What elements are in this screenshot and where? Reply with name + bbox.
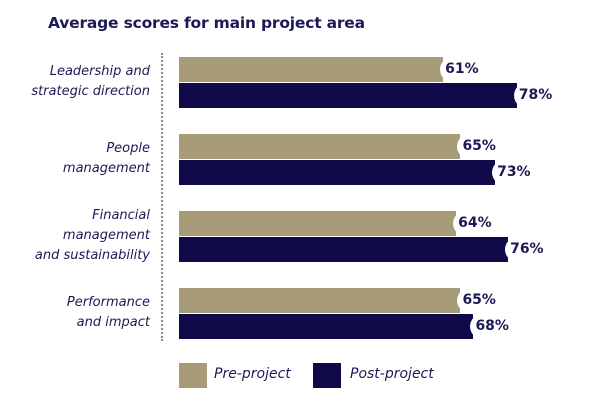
bar-pre-project bbox=[179, 134, 461, 159]
data-label: 64% bbox=[453, 211, 496, 236]
bar-post-project bbox=[179, 314, 474, 339]
category-axis-line bbox=[161, 53, 163, 341]
data-label: 65% bbox=[457, 288, 500, 313]
data-label: 76% bbox=[505, 237, 548, 262]
category-label: Leadership and strategic direction bbox=[0, 62, 150, 102]
category-label: People management bbox=[0, 139, 150, 179]
data-label: 78% bbox=[513, 83, 557, 108]
category-label-line: and impact bbox=[76, 315, 150, 330]
category-label-line: management bbox=[62, 161, 150, 176]
legend-swatch-pre-project bbox=[179, 363, 207, 388]
category-label-line: and sustainability bbox=[34, 248, 150, 263]
bar-pre-project bbox=[179, 288, 461, 313]
category-label: Financial management and sustainability bbox=[0, 206, 150, 266]
category-label-line: Leadership and bbox=[49, 64, 150, 79]
bar-pre-project bbox=[179, 57, 444, 82]
legend-label-post-project: Post-project bbox=[350, 366, 434, 382]
bar-post-project bbox=[179, 237, 509, 262]
category-label: Performance and impact bbox=[0, 293, 150, 333]
bar-post-project bbox=[179, 160, 496, 185]
data-label: 73% bbox=[492, 160, 535, 185]
data-label: 65% bbox=[457, 134, 500, 159]
legend-label-pre-project: Pre-project bbox=[214, 366, 291, 382]
bar-pre-project bbox=[179, 211, 457, 236]
category-label-line: management bbox=[62, 228, 150, 243]
data-label: 68% bbox=[470, 314, 513, 339]
bar-post-project bbox=[179, 83, 517, 108]
category-label-line: Performance bbox=[66, 295, 150, 310]
category-label-line: People bbox=[106, 141, 150, 156]
category-label-line: strategic direction bbox=[31, 84, 150, 99]
chart-title: Average scores for main project area bbox=[48, 14, 365, 32]
category-label-line: Financial bbox=[92, 208, 150, 223]
data-label: 61% bbox=[440, 57, 483, 82]
legend-swatch-post-project bbox=[313, 363, 341, 388]
